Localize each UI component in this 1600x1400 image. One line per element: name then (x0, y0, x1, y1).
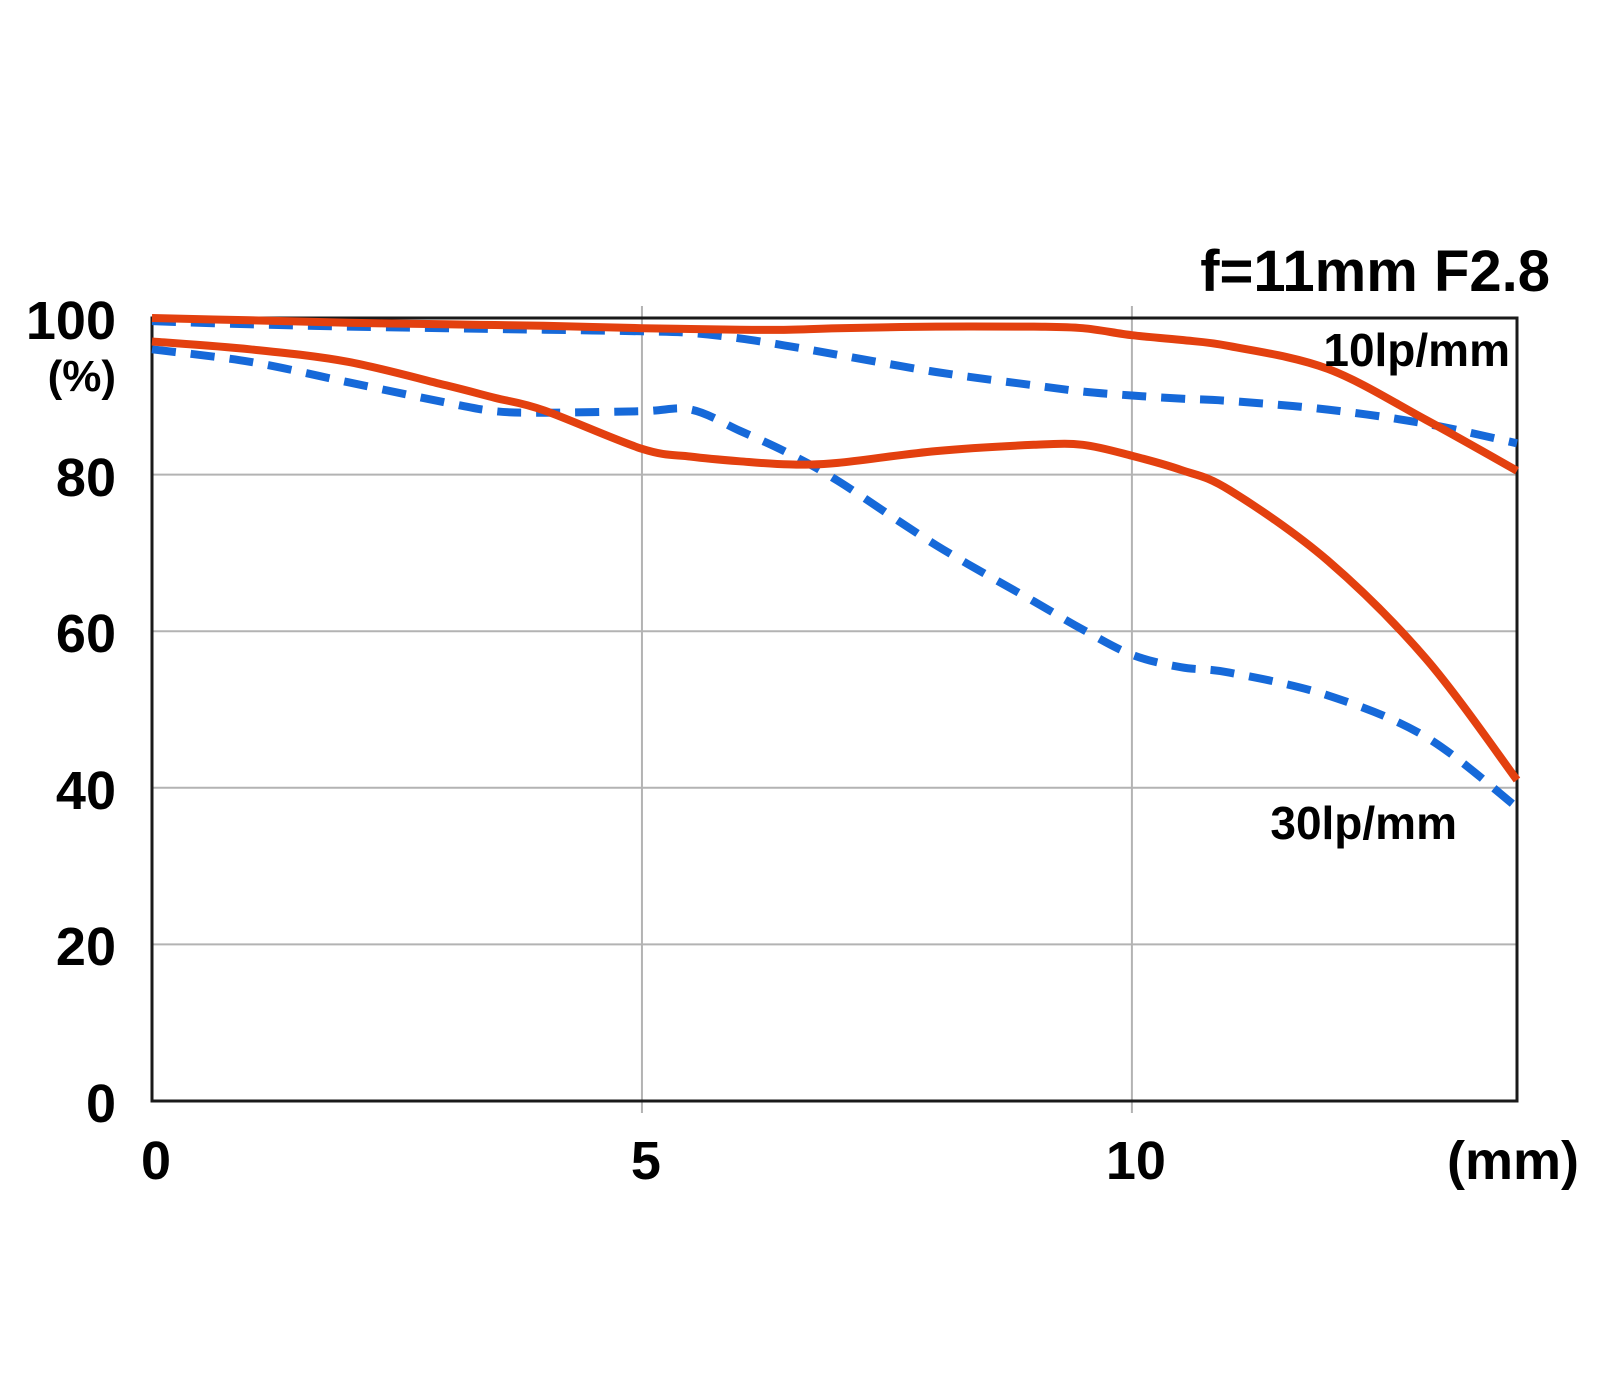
series-label-10lpmm: 10lp/mm (1323, 324, 1510, 376)
curve-30lp-mm-sagittal (151, 337, 1521, 783)
mtf-curves (151, 314, 1521, 811)
y-tick-label-60: 60 (55, 604, 116, 665)
x-axis-unit-label: (mm) (1447, 1131, 1579, 1191)
x-tick-label-10: 10 (1105, 1131, 1166, 1191)
curve-30lp-mm-meridional (151, 345, 1520, 811)
x-tick-label-0: 0 (140, 1131, 172, 1191)
y-tick-label-0: 0 (85, 1074, 116, 1134)
gridlines (153, 306, 1516, 1113)
y-tick-label-20: 20 (55, 917, 116, 978)
curve-10lp-mm-sagittal (151, 314, 1519, 475)
chart-title: f=11mm F2.8 (1200, 239, 1550, 304)
plot-border (150, 316, 1519, 1103)
y-tick-label-100: 100 (25, 291, 116, 351)
y-axis-unit-label: (%) (47, 352, 116, 401)
y-tick-label-80: 80 (55, 447, 116, 508)
x-tick-label-5: 5 (630, 1131, 661, 1191)
series-label-30lpmm: 30lp/mm (1270, 797, 1457, 849)
y-tick-label-40: 40 (55, 760, 116, 821)
